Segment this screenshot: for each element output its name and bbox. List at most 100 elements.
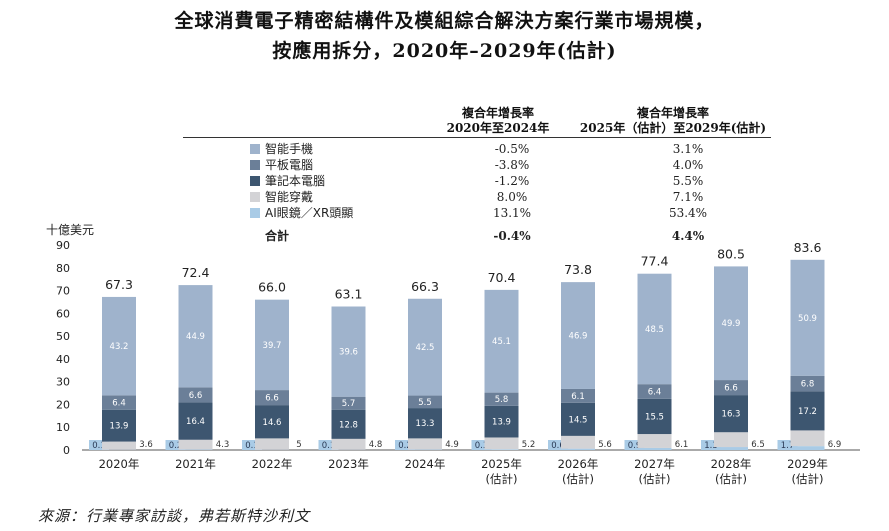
ai-label-box: [318, 440, 339, 450]
legend-divider: [183, 137, 771, 138]
bar-segment: [790, 259, 825, 376]
bar-segment: [331, 306, 366, 397]
data-label-ai-xr: 0.1: [245, 441, 259, 451]
total-label: 80.5: [717, 246, 745, 261]
x-tick-label: (估計): [715, 472, 747, 486]
bar-segment: [178, 387, 213, 403]
data-label-ai-xr: 0.1: [322, 441, 336, 451]
data-label-2: 13.3: [416, 419, 435, 429]
bar-segment: [484, 405, 519, 438]
x-tick-label: 2024年: [405, 457, 446, 471]
legend-row-total: 合計 -0.4% 4.4%: [265, 229, 705, 243]
y-tick-label: 40: [56, 353, 70, 366]
data-label-wearable: 4.9: [445, 440, 459, 450]
bar-segment: [408, 395, 442, 409]
data-label-2: 14.5: [569, 415, 588, 425]
data-label-4: 46.9: [569, 332, 588, 342]
bar-segment: [790, 375, 825, 392]
bar-segment: [561, 282, 595, 389]
data-label-ai-xr: 0.2: [169, 441, 183, 451]
data-label-4: 42.5: [416, 343, 435, 353]
legend-swatch: [250, 144, 260, 154]
data-label-4: 44.9: [186, 332, 205, 342]
data-label-3: 6.6: [265, 394, 279, 404]
x-tick-label: 2029年: [787, 457, 828, 471]
y-tick-label: 70: [56, 285, 70, 298]
data-label-4: 50.9: [798, 314, 817, 324]
legend-swatch: [250, 208, 260, 218]
legend-row-laptop: 筆記本電腦 -1.2% 5.5%: [250, 174, 810, 191]
ai-label-box: [624, 440, 645, 450]
data-label-4: 43.2: [110, 342, 129, 352]
ai-label-box: [548, 440, 568, 450]
bar-segment: [102, 409, 136, 442]
bar-segment: [714, 447, 748, 450]
x-tick-label: 2020年: [99, 457, 140, 471]
bar-segment: [331, 438, 366, 450]
bar-segment: [102, 296, 136, 396]
data-label-ai-xr: 0.2: [398, 441, 412, 451]
x-tick-label: 2025年: [481, 457, 522, 471]
legend-swatch: [250, 176, 260, 186]
y-tick-label: 30: [56, 376, 70, 389]
bar-segment: [408, 408, 442, 439]
x-tick-label: 2022年: [252, 457, 293, 471]
bar-segment: [561, 402, 595, 436]
source-note: 來源：行業專家訪談，弗若斯特沙利文: [38, 507, 311, 525]
legend-row-ai-glasses-xr: AI眼鏡／XR頭顯 13.1% 53.4%: [250, 206, 810, 223]
data-label-3: 6.4: [112, 399, 126, 409]
legend-swatch: [250, 192, 260, 202]
bar-segment: [484, 289, 519, 393]
total-label: 63.1: [335, 287, 363, 302]
data-label-wearable: 5: [296, 440, 301, 450]
legend-row-smartphone: 智能手機 -0.5% 3.1%: [250, 142, 810, 159]
data-label-4: 45.1: [492, 337, 511, 347]
bar-segment: [408, 438, 442, 450]
chart-title-line-1: 全球消費電子精密結構件及模組綜合解決方案行業市場規模，: [174, 10, 715, 32]
total-label: 67.3: [105, 277, 133, 292]
data-label-ai-xr: 0.3: [475, 441, 489, 451]
bar-segment: [790, 430, 825, 447]
bar-segment: [561, 448, 595, 450]
x-tick-label: 2021年: [175, 457, 216, 471]
cagr-header-2025-2029: 複合年增長率 2025年（估計）至2029年(估計): [579, 106, 767, 135]
x-tick-label: 2026年: [558, 457, 599, 471]
legend-swatch: [250, 160, 260, 170]
bar-segment: [484, 392, 519, 406]
bar-segment: [790, 391, 825, 431]
bar-segment: [561, 388, 595, 403]
bar-segment: [790, 446, 825, 450]
data-label-3: 5.5: [418, 398, 432, 408]
bar-segment: [331, 409, 366, 439]
data-label-4: 39.6: [339, 348, 358, 358]
bar-segment: [255, 390, 289, 406]
data-label-wearable: 6.1: [675, 440, 689, 450]
y-tick-label: 10: [56, 421, 70, 434]
y-tick-label: 80: [56, 262, 70, 275]
ai-label-box: [777, 440, 798, 450]
data-label-3: 5.7: [342, 399, 356, 409]
bar-segment: [408, 298, 442, 396]
data-label-2: 14.6: [263, 418, 282, 428]
bar-segment: [102, 441, 136, 450]
data-label-wearable: 5.6: [598, 440, 612, 450]
data-label-2: 12.8: [339, 420, 358, 430]
y-tick-label: 60: [56, 307, 70, 320]
ai-label-box: [701, 440, 721, 450]
y-tick-label: 0: [63, 444, 70, 457]
y-axis-unit-label: 十億美元: [46, 223, 95, 237]
ai-label-box: [471, 440, 492, 450]
data-label-wearable: 4.3: [216, 440, 230, 450]
bar-segment: [331, 396, 366, 410]
data-label-ai-xr: 1.7: [781, 441, 795, 451]
bar-segment: [714, 380, 748, 396]
y-tick-label: 90: [56, 239, 70, 252]
bar-segment: [255, 299, 289, 391]
data-label-4: 48.5: [645, 325, 664, 335]
y-tick-label: 20: [56, 398, 70, 411]
data-label-wearable: 3.6: [139, 440, 153, 450]
x-tick-label: 2027年: [634, 457, 675, 471]
legend-row-tablet: 平板電腦 -3.8% 4.0%: [250, 158, 810, 175]
